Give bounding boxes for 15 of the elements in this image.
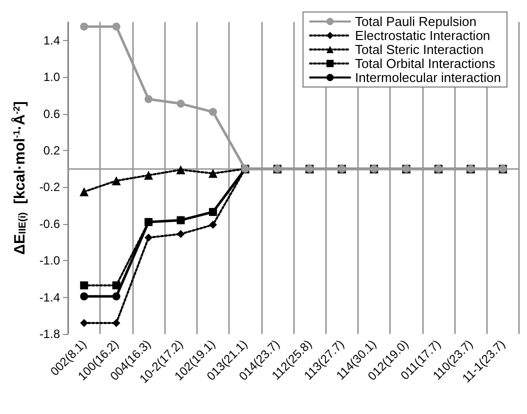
y-tick-label: 0.2 (43, 143, 60, 158)
y-tick-label: -1.0 (39, 254, 60, 268)
legend-label: Total Orbital Interactions (355, 56, 496, 71)
legend-label: Total Steric Interaction (355, 42, 484, 57)
legend-label: Total Pauli Repulsion (355, 14, 476, 29)
y-tick-label: -1.8 (39, 327, 60, 341)
y-tick-label: -1.4 (39, 290, 60, 304)
y-tick-label: -0.6 (39, 216, 60, 231)
legend-label: Intermolecular interaction (355, 70, 502, 85)
legend-label: Electrostatic Interaction (355, 28, 490, 43)
y-tick-label: -0.2 (39, 180, 60, 194)
y-tick-label: 1.4 (43, 33, 60, 48)
y-tick-label: 0.6 (43, 106, 60, 121)
y-axis-title: ΔEIIE(i) [kcal·mol-1·Å-2] (10, 101, 28, 255)
y-tick-label: 1.0 (43, 70, 60, 84)
